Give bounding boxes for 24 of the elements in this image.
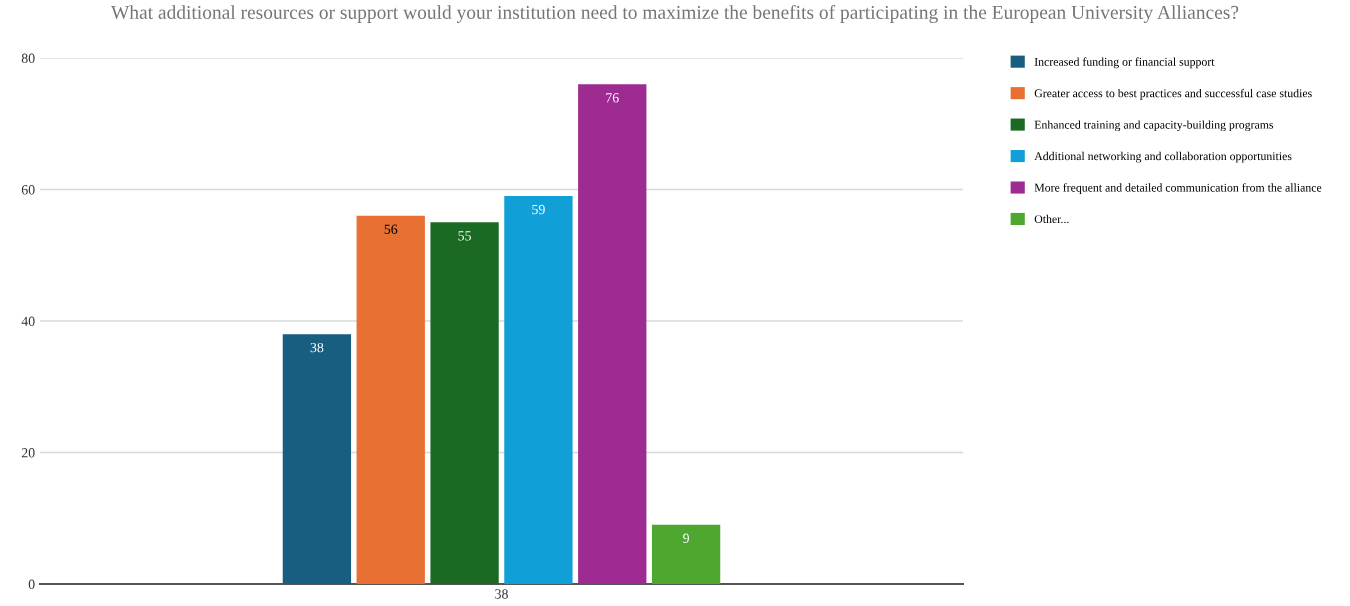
legend-label: Other... [1034, 214, 1069, 224]
y-tick-label: 40 [21, 316, 35, 326]
y-tick-label: 80 [21, 53, 35, 63]
bar [282, 334, 352, 584]
y-tick-label: 0 [28, 579, 35, 589]
data-label: 56 [384, 224, 398, 234]
data-label: 76 [606, 93, 619, 103]
data-label: 9 [683, 533, 689, 543]
bar [356, 215, 425, 584]
bar [651, 524, 721, 584]
y-tick-label: 60 [21, 185, 35, 195]
data-label: 59 [532, 204, 545, 215]
bar [430, 222, 499, 584]
data-label: 55 [458, 231, 471, 241]
legend-label: Increased funding or financial support [1034, 57, 1215, 69]
legend-label: Additional networking and collaboration opportunities [1034, 151, 1292, 163]
legend-label: Enhanced training and capacity-building programs [1034, 120, 1274, 132]
legend-label: More frequent and detailed communication from the alliance [1034, 183, 1322, 195]
chart-title: What additional resources or support would your institution need to maximize the benefits of participating in the European University Alliances? [111, 5, 1239, 23]
bar [504, 196, 573, 584]
bar [578, 84, 647, 584]
y-tick-label: 20 [21, 448, 35, 458]
legend-label: Greater access to best practices and successful case studies [1034, 88, 1312, 100]
data-label: 38 [310, 342, 324, 353]
